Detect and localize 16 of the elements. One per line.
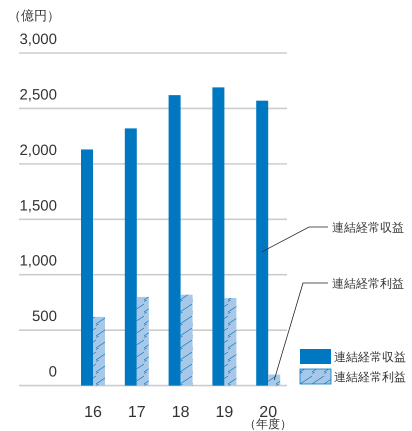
y-tick-label: 0 [48,364,57,381]
y-tick-label: 2,500 [19,86,57,104]
y-tick-label: 1,000 [19,252,57,270]
legend-label: 連結経常収益 [334,350,406,364]
text: 連結経常利益 [332,276,404,290]
x-tick-label: 19 [216,404,234,421]
text: 連結経常収益 [332,220,404,234]
y-tick-label: 1,500 [19,197,57,214]
y-tick-label: 3,000 [19,31,57,48]
y-tick-label: 500 [32,308,57,326]
legend-label: 連結経常利益 [334,370,406,384]
x-tick-label: 17 [128,404,146,421]
y-tick-label: 2,000 [19,142,57,159]
x-tick-label: 16 [84,404,102,421]
y-axis-title: （億円） [8,8,60,23]
x-tick-label: 18 [172,404,190,421]
